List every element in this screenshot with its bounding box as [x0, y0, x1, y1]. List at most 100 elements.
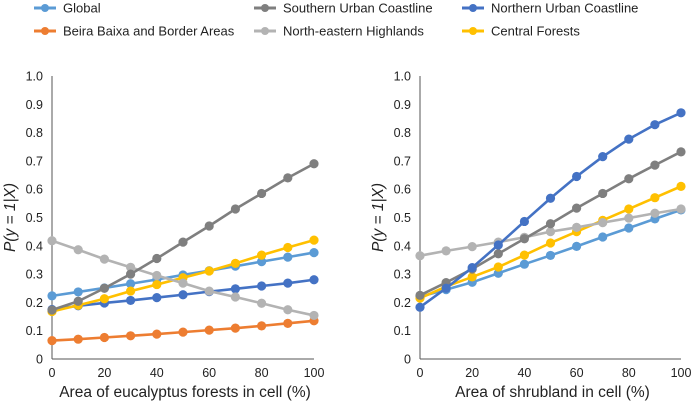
data-point [47, 291, 57, 301]
data-point [73, 287, 83, 297]
data-point [204, 286, 214, 296]
data-point [126, 262, 136, 272]
y-tick-label: 0 [36, 353, 43, 367]
data-point [493, 240, 503, 250]
data-point [493, 262, 503, 272]
legend-item-southern-urban-coastline: Southern Urban Coastline [254, 1, 433, 16]
y-tick-label: 0.6 [394, 183, 411, 197]
data-point [257, 281, 267, 291]
data-point [152, 253, 162, 264]
data-point [99, 254, 109, 264]
data-point [178, 290, 188, 300]
y-tick-label: 0 [404, 353, 411, 367]
data-point [467, 262, 477, 273]
legend-marker [469, 27, 477, 35]
data-point [283, 318, 293, 328]
y-tick-label: 0.6 [26, 183, 43, 197]
data-point [624, 174, 634, 184]
data-point [99, 332, 109, 343]
y-tick-label: 0.2 [394, 296, 411, 310]
legend-item-beira-baixa-and-border-areas: Beira Baixa and Border Areas [34, 24, 235, 39]
y-tick-label: 1.0 [26, 70, 43, 84]
data-point [152, 270, 162, 281]
x-tick-label: 100 [304, 366, 325, 380]
data-point [519, 250, 530, 260]
data-point [204, 266, 214, 276]
legend-marker [41, 4, 49, 12]
series-beira-baixa-and-border-areas [47, 316, 319, 346]
data-point [73, 296, 83, 306]
data-point [230, 284, 240, 294]
x-axis-label: Area of shrubland in cell (%) [455, 384, 650, 401]
legend-label: Northern Urban Coastline [491, 1, 638, 16]
data-point [545, 227, 556, 237]
y-tick-label: 0.5 [26, 211, 43, 225]
data-point [545, 250, 556, 261]
y-axis-label: P(y = 1|X) [370, 183, 387, 252]
data-point [650, 120, 660, 130]
legend-item-central-forests: Central Forests [462, 24, 580, 39]
data-point [441, 283, 451, 293]
chart-shrubland: 0 0.1 0.2 0.3 0.4 0.5 0.6 0.7 0.8 0.9 1.0 0 20 40 60 80… [370, 70, 691, 402]
series-southern-urban-coastline [47, 159, 319, 315]
data-point [47, 305, 57, 315]
data-point [99, 294, 109, 304]
data-point [676, 108, 686, 118]
data-point [309, 159, 319, 169]
series-northern-urban-coastline [415, 108, 686, 312]
data-point [283, 242, 293, 253]
series-line [419, 111, 682, 309]
y-tick-label: 0.3 [26, 268, 43, 282]
data-point [309, 235, 319, 245]
data-point [650, 208, 660, 218]
data-point [493, 249, 503, 259]
y-tick-label: 0.2 [26, 296, 43, 310]
y-tick-label: 0.7 [394, 154, 411, 168]
y-tick-label: 0.9 [26, 98, 43, 112]
data-point [257, 188, 267, 199]
data-point [309, 310, 319, 321]
x-tick-label: 20 [465, 366, 479, 380]
x-tick-label: 80 [255, 366, 269, 380]
series-line [51, 162, 315, 312]
legend-item-northern-urban-coastline: Northern Urban Coastline [462, 1, 638, 16]
data-point [230, 258, 240, 268]
y-tick-label: 0.1 [26, 324, 43, 338]
data-point [624, 204, 634, 214]
data-point [467, 242, 477, 252]
legend-marker [41, 27, 49, 35]
data-point [204, 325, 214, 335]
y-tick-label: 0.5 [394, 211, 411, 225]
x-tick-label: 0 [49, 366, 56, 380]
data-point [309, 275, 319, 285]
legend-label: North-eastern Highlands [283, 24, 424, 39]
data-point [598, 232, 608, 242]
x-tick-label: 20 [97, 366, 111, 380]
data-point [519, 216, 530, 227]
data-point [545, 238, 556, 248]
data-point [126, 279, 136, 289]
y-tick-label: 0.4 [394, 239, 411, 253]
data-point [519, 234, 530, 244]
data-point [47, 236, 57, 246]
data-point [126, 269, 136, 279]
data-point [441, 246, 451, 256]
legend-label: Global [63, 1, 101, 16]
y-tick-label: 0.8 [26, 126, 43, 140]
data-point [572, 222, 582, 233]
data-point [178, 327, 188, 337]
data-point [126, 295, 136, 306]
data-point [178, 278, 188, 288]
data-point [624, 223, 634, 233]
data-point [572, 203, 582, 213]
data-point [415, 251, 425, 261]
data-point [126, 286, 136, 296]
data-point [257, 250, 267, 260]
legend-item-global: Global [34, 1, 101, 16]
y-tick-label: 0.1 [394, 324, 411, 338]
series-north-eastern-highlands [47, 236, 319, 321]
data-point [283, 173, 293, 183]
data-point [598, 217, 608, 228]
y-tick-label: 0.7 [26, 154, 43, 168]
